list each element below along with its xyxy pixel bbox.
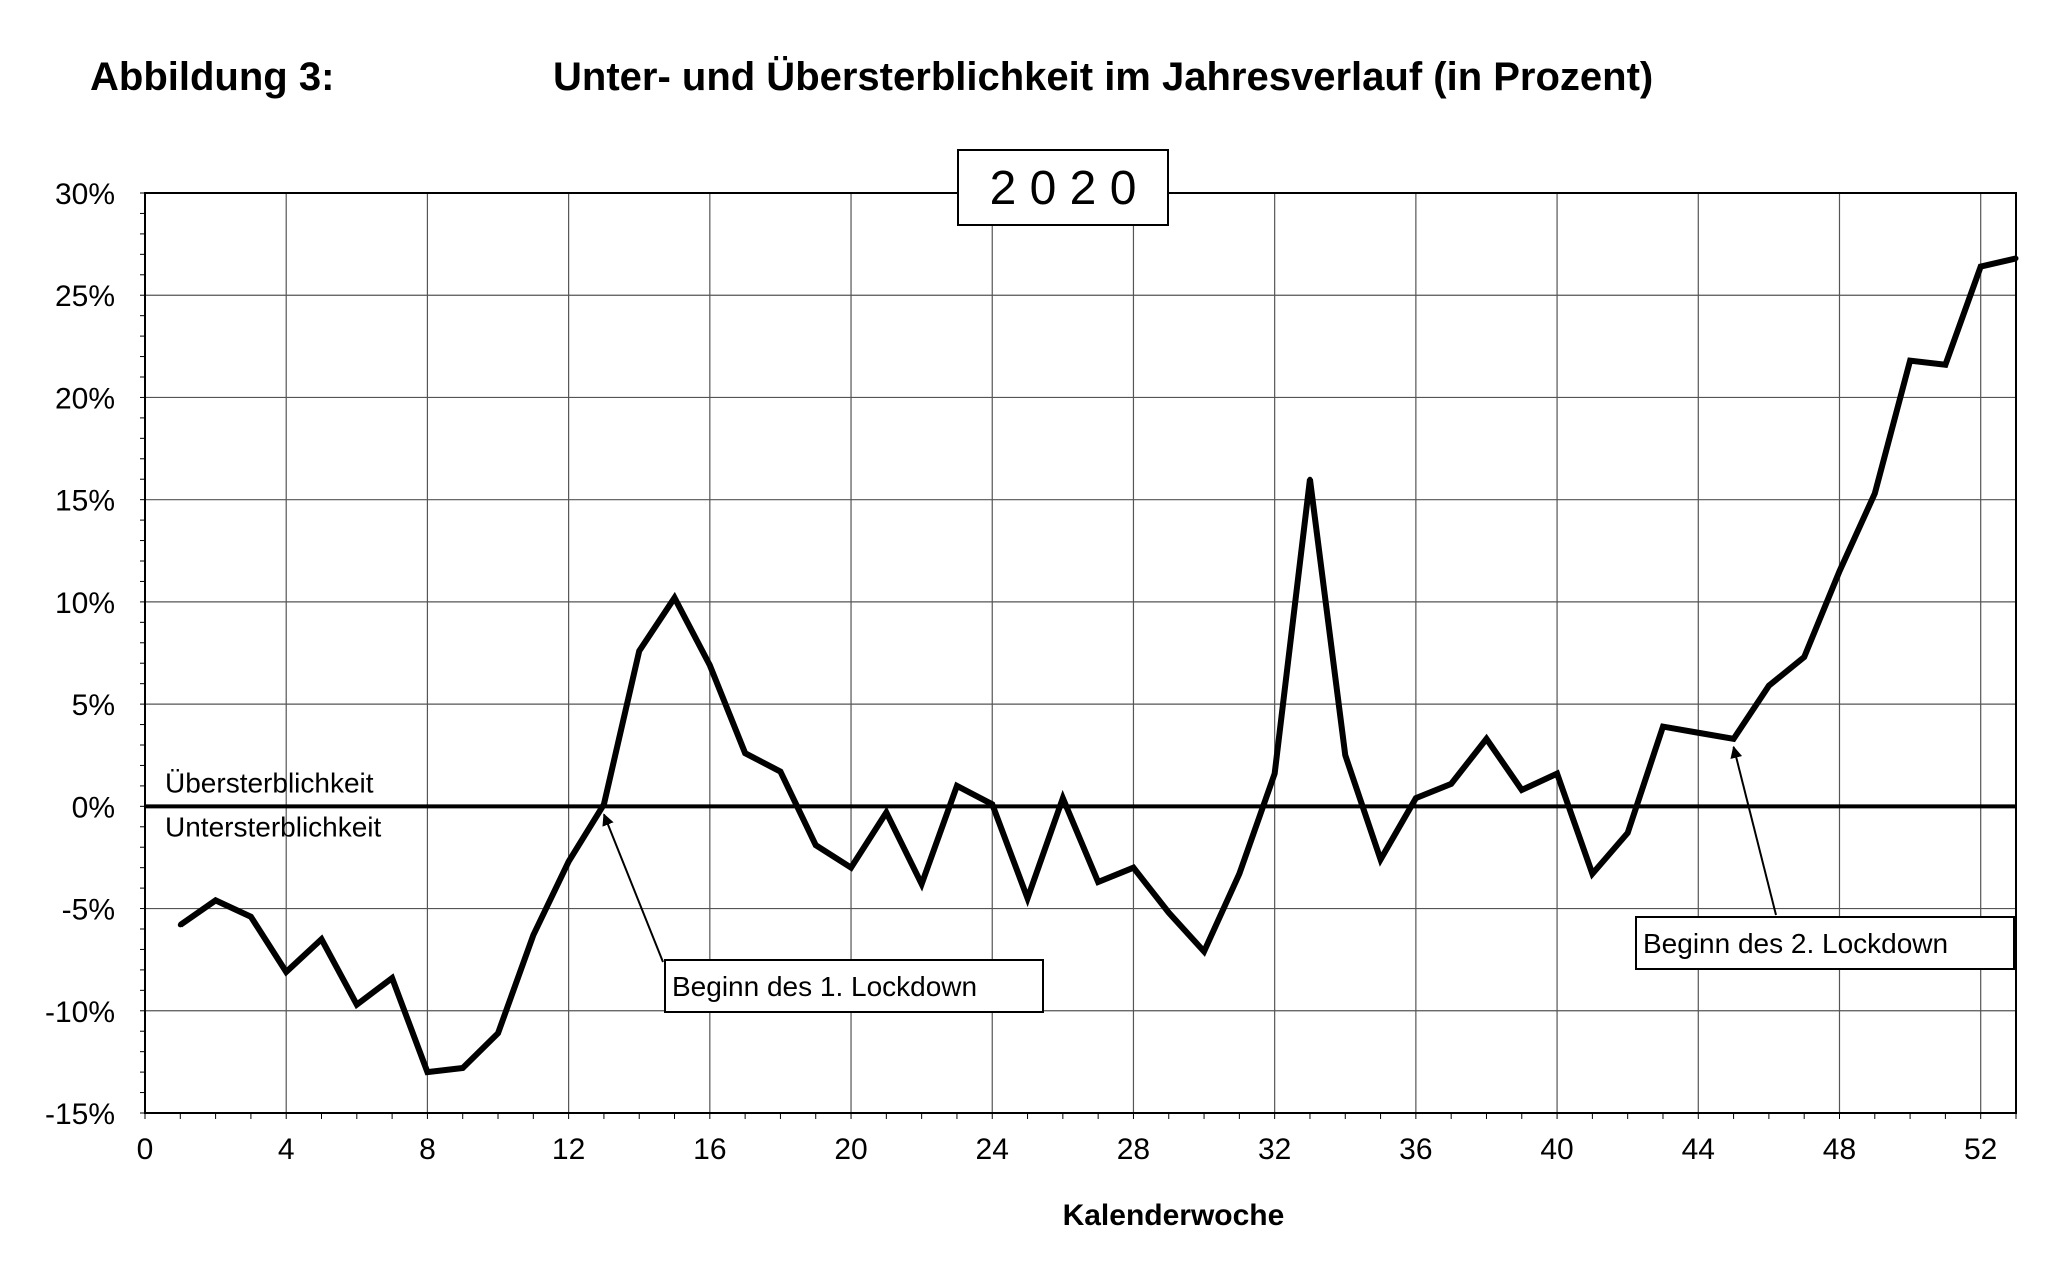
x-tick-label: 0	[137, 1133, 154, 1166]
y-tick-label: 15%	[55, 485, 115, 518]
x-tick-label: 52	[1964, 1133, 1997, 1166]
data-point	[424, 1069, 430, 1075]
data-point	[1130, 865, 1136, 871]
figure-label: Abbildung 3:	[90, 55, 335, 99]
y-tick-label: -5%	[62, 894, 115, 927]
data-point	[1483, 736, 1489, 742]
annotation-arrow	[1730, 745, 1777, 916]
x-tick-label: 48	[1823, 1133, 1856, 1166]
data-point	[636, 648, 642, 654]
annotation-label: Beginn des 2. Lockdown	[1643, 928, 1948, 959]
data-point	[919, 881, 925, 887]
data-point	[1060, 795, 1066, 801]
data-point	[1519, 787, 1525, 793]
data-point	[813, 842, 819, 848]
x-tick-label: 28	[1117, 1133, 1150, 1166]
data-point	[460, 1065, 466, 1071]
y-tick-label: 30%	[55, 178, 115, 211]
data-point	[354, 1002, 360, 1008]
y-tick-label: -15%	[45, 1098, 115, 1131]
x-tick-label: 12	[552, 1133, 585, 1166]
y-tick-label: -10%	[45, 996, 115, 1029]
data-point	[1589, 871, 1595, 877]
data-point	[1025, 895, 1031, 901]
data-point	[1731, 736, 1737, 742]
data-point	[1942, 362, 1948, 368]
label-untersterblichkeit: Untersterblichkeit	[165, 811, 382, 842]
y-tick-label: 20%	[55, 382, 115, 415]
data-point	[707, 662, 713, 668]
data-point	[601, 801, 607, 807]
data-point	[989, 801, 995, 807]
data-point	[1307, 476, 1313, 482]
x-axis-label: Kalenderwoche	[1063, 1199, 1285, 1232]
data-point	[1872, 491, 1878, 497]
data-point	[1378, 856, 1384, 862]
annotation-arrow	[602, 813, 664, 963]
data-point	[883, 809, 889, 815]
data-point	[1413, 795, 1419, 801]
data-point	[1660, 724, 1666, 730]
data-point	[1448, 781, 1454, 787]
data-point	[1836, 568, 1842, 574]
x-tick-label: 20	[834, 1133, 867, 1166]
x-tick-label: 44	[1682, 1133, 1715, 1166]
x-tick-label: 36	[1399, 1133, 1432, 1166]
annotation-label: Beginn des 1. Lockdown	[672, 971, 977, 1002]
data-point	[1554, 771, 1560, 777]
data-point	[1695, 730, 1701, 736]
data-point	[1907, 358, 1913, 364]
data-point	[1978, 264, 1984, 270]
annotation-box	[1635, 916, 2015, 970]
annotation-box	[664, 959, 1044, 1013]
data-point	[1272, 771, 1278, 777]
data-point	[777, 769, 783, 775]
data-point	[1625, 830, 1631, 836]
data-point	[1342, 752, 1348, 758]
figure-title: Unter- und Übersterblichkeit im Jahresve…	[553, 55, 1654, 99]
data-point	[1166, 910, 1172, 916]
chart-title: 2 0 2 0	[990, 162, 1137, 215]
y-tick-label: 25%	[55, 280, 115, 313]
x-tick-label: 16	[693, 1133, 726, 1166]
data-point	[530, 932, 536, 938]
data-point	[848, 865, 854, 871]
data-point	[177, 922, 183, 928]
data-point	[672, 595, 678, 601]
y-tick-label: 5%	[72, 689, 115, 722]
x-tick-label: 4	[278, 1133, 295, 1166]
data-point	[742, 750, 748, 756]
chart-title-box	[957, 149, 1169, 226]
x-tick-label: 24	[976, 1133, 1009, 1166]
data-point	[954, 783, 960, 789]
plot-border	[144, 192, 2017, 1114]
data-point	[1801, 654, 1807, 660]
data-point	[1236, 871, 1242, 877]
data-point	[495, 1030, 501, 1036]
data-point	[2013, 255, 2019, 261]
data-point	[566, 859, 572, 865]
data-point	[248, 914, 254, 920]
data-point	[1766, 683, 1772, 689]
data-point	[389, 975, 395, 981]
data-point	[319, 936, 325, 942]
data-point	[1201, 948, 1207, 954]
data-point	[283, 969, 289, 975]
data-point	[213, 897, 219, 903]
x-tick-label: 40	[1540, 1133, 1573, 1166]
data-point	[1095, 879, 1101, 885]
x-tick-label: 32	[1258, 1133, 1291, 1166]
x-tick-label: 8	[419, 1133, 436, 1166]
y-tick-label: 10%	[55, 587, 115, 620]
label-uebersterblichkeit: Übersterblichkeit	[165, 767, 374, 798]
y-tick-label: 0%	[72, 791, 115, 824]
